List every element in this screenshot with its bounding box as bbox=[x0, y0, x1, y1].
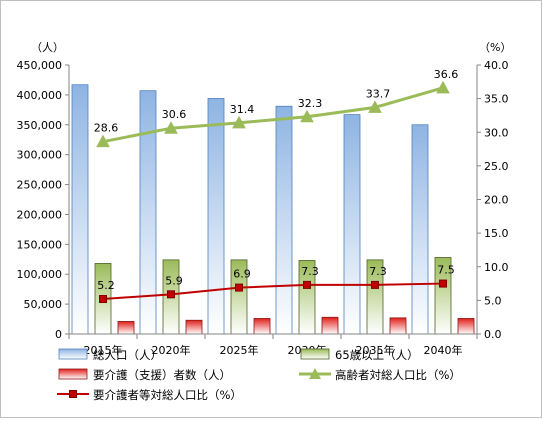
legend: 総人口（人） 65歳以上（人） 要介護（支援）者数（人） 高齢者対総人口比（%） 要介護… bbox=[57, 348, 461, 402]
data-label: 5.9 bbox=[165, 274, 183, 287]
data-label: 7.5 bbox=[437, 264, 455, 277]
left-tick-label: 200,000 bbox=[17, 208, 63, 221]
data-label: 7.3 bbox=[301, 265, 319, 278]
x-tick-label: 2025年 bbox=[220, 343, 259, 357]
legend-label: 65歳以上（人） bbox=[335, 348, 419, 362]
legend-label: 要介護者等対総人口比（%） bbox=[93, 388, 242, 402]
legend-label: 高齢者対総人口比（%） bbox=[335, 368, 461, 382]
left-axis-unit: （人） bbox=[31, 41, 64, 54]
triangle-marker bbox=[436, 80, 450, 94]
legend-label: 要介護（支援）者数（人） bbox=[93, 368, 231, 382]
triangle-marker bbox=[368, 100, 382, 113]
x-tick-label: 2015年 bbox=[84, 343, 123, 357]
right-tick-label: 35.0 bbox=[484, 93, 509, 106]
left-tick-label: 450,000 bbox=[17, 59, 63, 72]
data-label: 30.6 bbox=[162, 108, 187, 121]
legend-swatch bbox=[58, 368, 88, 380]
right-tick-label: 10.0 bbox=[484, 261, 509, 274]
bar bbox=[207, 98, 225, 335]
lines: 28.6 30.6 31.4 32.3 33.7 36.6 5.2 5.9 6.9 7.3 7.3 7… bbox=[94, 68, 459, 304]
bar bbox=[71, 84, 89, 335]
right-tick-label: 30.0 bbox=[484, 126, 509, 139]
data-label: 5.2 bbox=[97, 279, 115, 292]
bar bbox=[389, 317, 407, 335]
left-tick-label: 350,000 bbox=[17, 119, 63, 132]
bar bbox=[139, 90, 157, 335]
left-tick-label: 100,000 bbox=[17, 268, 63, 281]
legend-swatch bbox=[300, 348, 330, 360]
right-tick-label: 15.0 bbox=[484, 227, 509, 240]
right-axis-ticks: 0.0 5.0 10.0 15.0 20.0 25.0 30.0 35.0 40.0 bbox=[477, 59, 509, 341]
data-label: 36.6 bbox=[434, 68, 459, 81]
bar bbox=[275, 105, 293, 335]
right-tick-label: 5.0 bbox=[484, 294, 502, 307]
left-tick-label: 250,000 bbox=[17, 179, 63, 192]
right-axis-unit: （%） bbox=[479, 41, 511, 54]
square-marker bbox=[439, 279, 447, 288]
data-label: 7.3 bbox=[369, 265, 387, 278]
left-tick-label: 150,000 bbox=[17, 238, 63, 251]
bar bbox=[117, 321, 135, 335]
data-label: 28.6 bbox=[94, 122, 119, 135]
x-tick-label: 2035年 bbox=[356, 343, 395, 357]
legend-triangle-marker bbox=[309, 368, 321, 379]
x-tick-label: 2020年 bbox=[152, 343, 191, 357]
square-marker bbox=[167, 290, 175, 299]
bar bbox=[321, 316, 339, 335]
data-label: 6.9 bbox=[233, 268, 251, 281]
left-tick-label: 400,000 bbox=[17, 89, 63, 102]
square-marker bbox=[371, 280, 379, 289]
data-label: 31.4 bbox=[230, 103, 255, 116]
triangle-marker bbox=[232, 115, 246, 129]
left-tick-label: 0 bbox=[55, 328, 62, 341]
x-tick-label: 2040年 bbox=[424, 343, 463, 357]
data-label: 33.7 bbox=[366, 87, 391, 100]
bar bbox=[411, 124, 429, 335]
triangle-marker bbox=[164, 121, 178, 134]
legend-label: 総人口（人） bbox=[93, 348, 162, 362]
triangle-marker bbox=[300, 109, 314, 123]
triangle-marker bbox=[96, 134, 110, 148]
square-marker bbox=[99, 295, 107, 304]
legend-square-marker bbox=[69, 390, 77, 398]
data-label: 32.3 bbox=[298, 97, 323, 110]
right-tick-label: 20.0 bbox=[484, 194, 509, 207]
legend-swatch bbox=[58, 348, 88, 360]
right-tick-label: 0.0 bbox=[484, 328, 502, 341]
bar bbox=[457, 318, 475, 335]
left-tick-label: 300,000 bbox=[17, 149, 63, 162]
axes bbox=[68, 65, 478, 335]
bar bbox=[343, 114, 361, 335]
left-axis-ticks: 0 50,000 100,000 150,000 200,000 250,000 300,0… bbox=[17, 59, 69, 341]
right-tick-label: 40.0 bbox=[484, 59, 509, 72]
bar bbox=[253, 318, 271, 335]
bar bbox=[185, 319, 203, 335]
series-line bbox=[102, 86, 444, 144]
right-tick-label: 25.0 bbox=[484, 160, 509, 173]
square-marker bbox=[235, 283, 243, 292]
left-tick-label: 50,000 bbox=[24, 298, 63, 311]
square-marker bbox=[303, 280, 311, 289]
series-line bbox=[102, 282, 444, 301]
